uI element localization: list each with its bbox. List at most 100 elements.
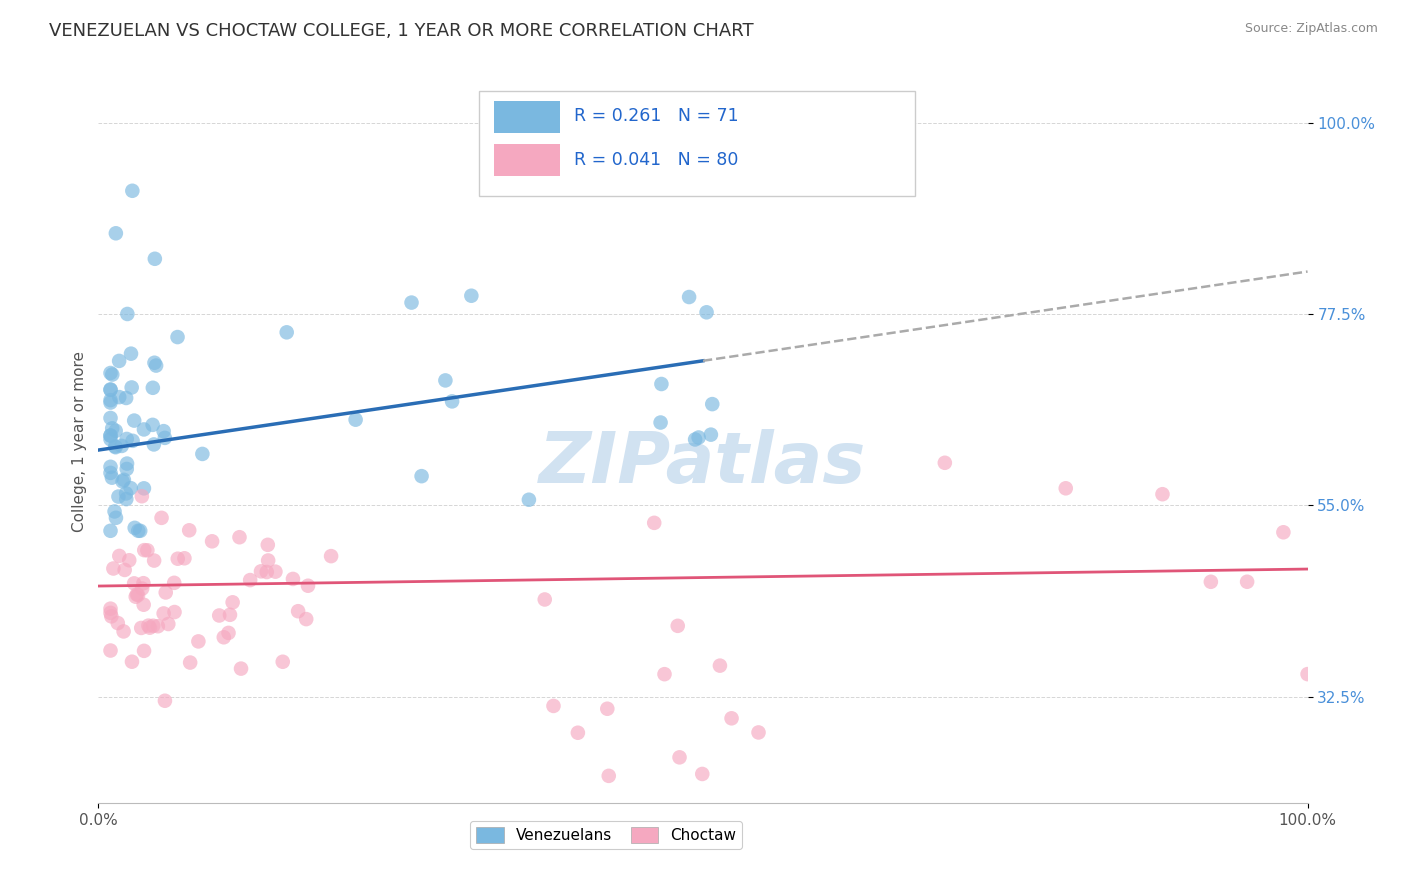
Point (411, 469, 433, 483)
Point (121, 380, 143, 394)
Point (678, 290, 700, 304)
Point (104, 439, 127, 453)
Point (115, 432, 138, 446)
Point (100, 466, 122, 480)
Point (101, 368, 124, 382)
Point (115, 457, 138, 471)
Point (104, 227, 127, 241)
Point (121, 184, 143, 198)
Point (100, 393, 122, 408)
Point (256, 538, 278, 552)
Text: R = 0.041   N = 80: R = 0.041 N = 80 (574, 151, 738, 169)
Point (179, 656, 201, 670)
Legend: Venezuelans, Choctaw: Venezuelans, Choctaw (470, 822, 742, 849)
Text: Source: ZipAtlas.com: Source: ZipAtlas.com (1244, 22, 1378, 36)
Point (401, 295, 423, 310)
Point (107, 490, 129, 504)
Point (132, 481, 155, 495)
Point (257, 553, 280, 567)
Point (120, 346, 142, 360)
Point (163, 575, 186, 590)
Point (696, 305, 718, 319)
Text: ZIPatlas: ZIPatlas (540, 429, 866, 498)
Point (100, 428, 122, 442)
Point (100, 643, 122, 657)
Point (132, 422, 155, 436)
Point (129, 621, 152, 635)
Point (139, 621, 162, 635)
Point (100, 366, 122, 380)
Point (122, 414, 145, 428)
Point (142, 381, 165, 395)
Point (127, 524, 149, 538)
Point (127, 588, 149, 602)
Point (264, 565, 287, 579)
Point (700, 427, 723, 442)
Point (683, 433, 706, 447)
Point (134, 543, 156, 558)
Point (276, 326, 298, 340)
Point (153, 694, 176, 708)
Point (543, 698, 565, 713)
Text: R = 0.261   N = 71: R = 0.261 N = 71 (574, 107, 738, 126)
Point (100, 459, 122, 474)
Point (122, 576, 145, 591)
Point (120, 481, 142, 495)
Point (709, 658, 731, 673)
Point (1054, 481, 1077, 495)
Point (666, 619, 689, 633)
Point (702, 397, 724, 411)
Point (100, 609, 122, 624)
Point (143, 252, 166, 266)
Point (115, 486, 138, 500)
Point (112, 624, 135, 639)
Point (108, 354, 131, 368)
Point (668, 750, 690, 764)
Point (152, 607, 174, 621)
Point (118, 553, 141, 567)
Point (136, 543, 159, 558)
Point (934, 456, 956, 470)
Point (111, 475, 134, 489)
Point (100, 428, 122, 442)
Point (460, 289, 482, 303)
Point (228, 530, 250, 544)
Point (100, 606, 122, 620)
Point (212, 630, 235, 644)
Point (596, 702, 619, 716)
Point (690, 767, 713, 781)
Point (344, 413, 367, 427)
Point (155, 585, 177, 599)
Point (434, 373, 457, 387)
Point (256, 565, 278, 579)
Point (132, 644, 155, 658)
Point (688, 430, 710, 444)
Point (146, 619, 169, 633)
Point (441, 394, 464, 409)
Point (219, 607, 242, 622)
Point (101, 471, 124, 485)
Point (124, 521, 146, 535)
Point (297, 579, 319, 593)
Bar (494, 101, 561, 133)
Text: VENEZUELAN VS CHOCTAW COLLEGE, 1 YEAR OR MORE CORRELATION CHART: VENEZUELAN VS CHOCTAW COLLEGE, 1 YEAR OR… (49, 22, 754, 40)
Point (104, 510, 127, 524)
Point (117, 307, 139, 321)
Point (598, 769, 620, 783)
Point (208, 608, 231, 623)
Point (191, 447, 214, 461)
Point (173, 551, 195, 566)
Point (1152, 487, 1174, 501)
Point (104, 440, 127, 454)
Point (121, 434, 143, 448)
Point (533, 592, 555, 607)
Point (101, 421, 124, 435)
Point (100, 524, 122, 538)
Point (131, 582, 153, 596)
Point (720, 711, 742, 725)
Point (111, 439, 134, 453)
Point (271, 655, 294, 669)
Point (100, 432, 122, 446)
Point (1236, 574, 1258, 589)
Point (103, 504, 125, 518)
